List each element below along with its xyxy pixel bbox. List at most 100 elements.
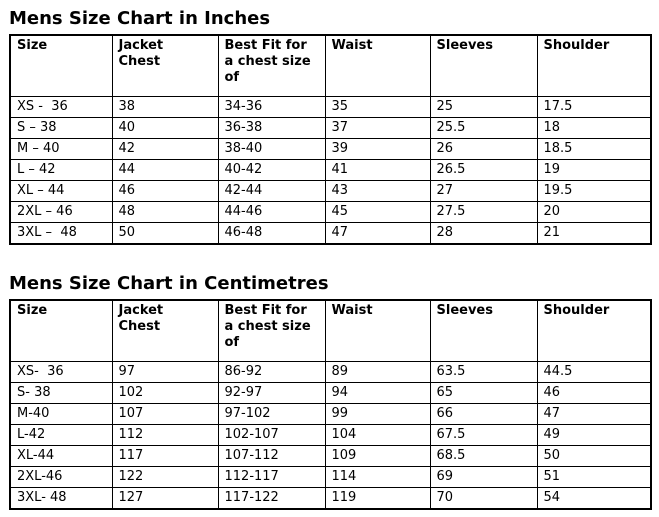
table-cell: 119 — [324, 487, 431, 510]
table-cell: 44 — [111, 159, 219, 181]
table-cell: 2XL – 46 — [9, 201, 113, 223]
table-cell: 47 — [324, 222, 431, 245]
table-cell: 17.5 — [536, 96, 652, 118]
column-header: Best Fit for a chest size of — [217, 299, 326, 362]
table-cell: 45 — [324, 201, 431, 223]
centimetres-size-chart-section: Mens Size Chart in Centimetres Size Jacke… — [9, 273, 652, 510]
table-cell: 18.5 — [536, 138, 652, 160]
table-cell: 38-40 — [217, 138, 326, 160]
table-cell: XS- 36 — [9, 361, 113, 383]
table-cell: 20 — [536, 201, 652, 223]
column-header: Sleeves — [429, 299, 538, 362]
column-header: Jacket Chest — [111, 34, 219, 97]
table-cell: 49 — [536, 424, 652, 446]
table-cell: L-42 — [9, 424, 113, 446]
table-cell: 41 — [324, 159, 431, 181]
table-cell: 47 — [536, 403, 652, 425]
column-header: Waist — [324, 34, 431, 97]
table-cell: 43 — [324, 180, 431, 202]
table-cell: 46 — [536, 382, 652, 404]
table-cell: 89 — [324, 361, 431, 383]
column-header: Jacket Chest — [111, 299, 219, 362]
table-row: 2XL – 46 48 44-46 45 27.5 20 — [9, 201, 652, 223]
table-cell: 40 — [111, 117, 219, 139]
table-cell: 44.5 — [536, 361, 652, 383]
table-cell: 68.5 — [429, 445, 538, 467]
table-cell: 63.5 — [429, 361, 538, 383]
table-cell: 50 — [111, 222, 219, 245]
table-row: XL – 44 46 42-44 43 27 19.5 — [9, 180, 652, 202]
table-row: 3XL – 48 50 46-48 47 28 21 — [9, 222, 652, 245]
table-cell: XL – 44 — [9, 180, 113, 202]
table-row: M-40 107 97-102 99 66 47 — [9, 403, 652, 425]
table-cell: 117-122 — [217, 487, 326, 510]
table-cell: 54 — [536, 487, 652, 510]
table-row: XS - 36 38 34-36 35 25 17.5 — [9, 96, 652, 118]
table-row: XL-44 117 107-112 109 68.5 50 — [9, 445, 652, 467]
table-cell: 122 — [111, 466, 219, 488]
table-cell: 104 — [324, 424, 431, 446]
table-cell: 107-112 — [217, 445, 326, 467]
table-cell: 25.5 — [429, 117, 538, 139]
inches-chart-title: Mens Size Chart in Inches — [9, 8, 271, 29]
table-cell: 99 — [324, 403, 431, 425]
column-header: Sleeves — [429, 34, 538, 97]
table-cell: 50 — [536, 445, 652, 467]
table-cell: 36-38 — [217, 117, 326, 139]
table-cell: 26.5 — [429, 159, 538, 181]
table-cell: 38 — [111, 96, 219, 118]
table-cell: 21 — [536, 222, 652, 245]
table-row: L – 42 44 40-42 41 26.5 19 — [9, 159, 652, 181]
table-cell: 25 — [429, 96, 538, 118]
table-cell: M-40 — [9, 403, 113, 425]
column-header: Waist — [324, 299, 431, 362]
centimetres-chart-title: Mens Size Chart in Centimetres — [9, 273, 329, 294]
table-cell: 26 — [429, 138, 538, 160]
table-cell: L – 42 — [9, 159, 113, 181]
table-cell: 114 — [324, 466, 431, 488]
table-cell: XS - 36 — [9, 96, 113, 118]
table-cell: 102-107 — [217, 424, 326, 446]
table-cell: 37 — [324, 117, 431, 139]
table-cell: 65 — [429, 382, 538, 404]
table-cell: 109 — [324, 445, 431, 467]
table-cell: 107 — [111, 403, 219, 425]
table-row: M – 40 42 38-40 39 26 18.5 — [9, 138, 652, 160]
table-cell: S- 38 — [9, 382, 113, 404]
table-cell: 69 — [429, 466, 538, 488]
table-row: S – 38 40 36-38 37 25.5 18 — [9, 117, 652, 139]
table-cell: S – 38 — [9, 117, 113, 139]
table-row: 2XL-46 122 112-117 114 69 51 — [9, 466, 652, 488]
table-cell: M – 40 — [9, 138, 113, 160]
table-cell: 67.5 — [429, 424, 538, 446]
table-cell: 3XL – 48 — [9, 222, 113, 245]
table-cell: 51 — [536, 466, 652, 488]
column-header: Shoulder — [536, 34, 652, 97]
table-cell: 27 — [429, 180, 538, 202]
table-cell: 46-48 — [217, 222, 326, 245]
table-cell: 42 — [111, 138, 219, 160]
table-cell: 19 — [536, 159, 652, 181]
table-cell: 19.5 — [536, 180, 652, 202]
table-cell: 34-36 — [217, 96, 326, 118]
table-cell: 66 — [429, 403, 538, 425]
table-cell: 112-117 — [217, 466, 326, 488]
table-cell: 39 — [324, 138, 431, 160]
table-cell: 18 — [536, 117, 652, 139]
table-cell: 97-102 — [217, 403, 326, 425]
column-header: Shoulder — [536, 299, 652, 362]
table-row: S- 38 102 92-97 94 65 46 — [9, 382, 652, 404]
table-cell: 117 — [111, 445, 219, 467]
column-header: Size — [9, 299, 113, 362]
column-header: Best Fit for a chest size of — [217, 34, 326, 97]
column-header: Size — [9, 34, 113, 97]
table-cell: 86-92 — [217, 361, 326, 383]
table-row: XS- 36 97 86-92 89 63.5 44.5 — [9, 361, 652, 383]
table-cell: 46 — [111, 180, 219, 202]
table-cell: XL-44 — [9, 445, 113, 467]
table-cell: 92-97 — [217, 382, 326, 404]
table-cell: 27.5 — [429, 201, 538, 223]
inches-size-chart-section: Mens Size Chart in Inches Size Jacket Che… — [9, 8, 652, 245]
table-row: L-42 112 102-107 104 67.5 49 — [9, 424, 652, 446]
